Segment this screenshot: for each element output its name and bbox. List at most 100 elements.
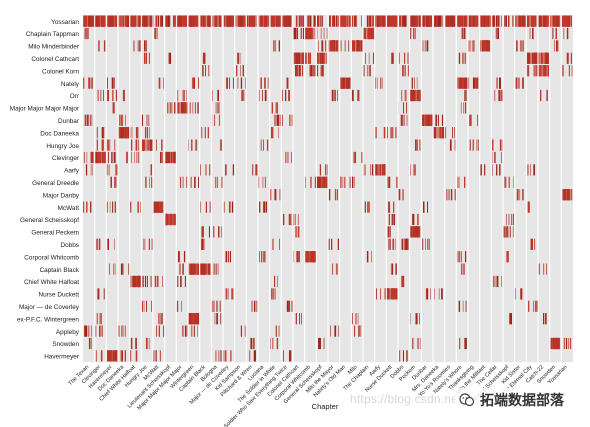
occurrence-mark xyxy=(495,27,500,40)
occurrence-mark xyxy=(469,139,479,151)
occurrence-mark xyxy=(180,176,188,188)
occurrence-mark xyxy=(415,139,421,151)
occurrence-mark xyxy=(182,325,188,337)
occurrence-mark xyxy=(177,275,186,288)
occurrence-mark xyxy=(130,139,139,151)
occurrence-mark xyxy=(412,213,419,226)
occurrence-mark xyxy=(188,263,200,275)
occurrence-mark xyxy=(331,89,338,102)
occurrence-mark xyxy=(141,139,154,151)
occurrence-mark xyxy=(491,151,502,164)
occurrence-mark xyxy=(283,213,292,226)
y-tick-label: General Dreedle xyxy=(32,180,79,187)
occurrence-mark xyxy=(445,127,455,139)
occurrence-mark xyxy=(339,77,351,89)
occurrence-mark xyxy=(401,89,407,102)
occurrence-mark xyxy=(84,114,93,126)
occurrence-mark xyxy=(281,114,293,126)
occurrence-mark xyxy=(129,350,138,362)
occurrence-mark xyxy=(106,139,116,151)
occurrence-mark xyxy=(273,40,280,52)
occurrence-mark xyxy=(259,251,266,263)
occurrence-mark xyxy=(339,15,352,27)
occurrence-mark xyxy=(191,77,200,89)
occurrence-mark xyxy=(412,337,421,350)
occurrence-mark xyxy=(514,15,527,27)
occurrence-mark xyxy=(316,176,328,188)
occurrence-mark xyxy=(480,164,486,176)
occurrence-mark xyxy=(225,164,235,176)
occurrence-mark xyxy=(202,52,206,64)
occurrence-mark xyxy=(109,263,116,275)
occurrence-mark xyxy=(200,164,211,176)
occurrence-mark xyxy=(293,213,299,226)
occurrence-mark xyxy=(390,263,397,275)
occurrence-mark xyxy=(543,313,547,325)
occurrence-mark xyxy=(106,201,116,213)
occurrence-mark xyxy=(328,238,340,250)
occurrence-mark xyxy=(526,15,537,27)
occurrence-mark xyxy=(538,263,548,275)
occurrence-mark xyxy=(153,350,161,362)
occurrence-mark xyxy=(270,189,281,201)
occurrence-mark xyxy=(460,102,467,114)
occurrence-mark xyxy=(164,213,177,226)
occurrence-mark xyxy=(201,226,210,238)
occurrence-mark xyxy=(351,89,360,102)
occurrence-mark xyxy=(130,337,137,350)
occurrence-mark xyxy=(213,263,219,275)
occurrence-mark xyxy=(119,114,126,126)
occurrence-mark xyxy=(271,102,278,114)
occurrence-mark xyxy=(126,151,128,164)
occurrence-mark xyxy=(295,313,302,325)
occurrence-mark xyxy=(110,176,117,188)
occurrence-mark xyxy=(97,89,104,102)
occurrence-mark xyxy=(160,151,163,164)
occurrence-mark xyxy=(258,15,270,27)
occurrence-mark xyxy=(318,337,325,350)
occurrence-mark xyxy=(199,263,211,275)
occurrence-mark xyxy=(106,350,119,362)
occurrence-mark xyxy=(211,15,222,27)
y-tick-label: McWatt xyxy=(58,205,80,212)
occurrence-mark xyxy=(316,27,328,40)
occurrence-mark xyxy=(456,251,467,263)
occurrence-mark xyxy=(529,27,534,40)
occurrence-mark xyxy=(96,313,102,325)
occurrence-mark xyxy=(538,15,551,27)
occurrence-mark xyxy=(552,27,557,40)
occurrence-mark xyxy=(143,238,153,250)
occurrence-mark xyxy=(509,313,513,325)
y-tick-label: Major Major Major Major xyxy=(10,106,80,113)
occurrence-mark xyxy=(329,15,340,27)
occurrence-mark xyxy=(190,325,198,337)
occurrence-mark xyxy=(411,77,418,89)
occurrence-mark xyxy=(249,350,256,362)
occurrence-mark xyxy=(286,300,293,312)
occurrence-mark xyxy=(156,139,163,151)
occurrence-mark xyxy=(506,251,509,263)
occurrence-mark xyxy=(387,226,391,238)
occurrence-mark xyxy=(538,52,550,64)
occurrence-mark xyxy=(83,201,92,213)
occurrence-mark xyxy=(540,89,548,102)
occurrence-mark xyxy=(219,139,223,151)
occurrence-mark xyxy=(492,139,503,151)
occurrence-mark xyxy=(133,40,141,52)
occurrence-mark xyxy=(340,176,351,188)
occurrence-mark xyxy=(250,337,255,350)
y-tick-label: Doc Daneeka xyxy=(40,130,79,137)
occurrence-mark xyxy=(563,337,572,350)
y-tick-label: Chaplain Tappman xyxy=(26,31,80,38)
occurrence-mark xyxy=(472,77,479,89)
occurrence-mark xyxy=(366,15,375,27)
occurrence-mark xyxy=(154,275,163,288)
occurrence-mark xyxy=(388,201,395,213)
occurrence-mark xyxy=(530,238,536,250)
occurrence-mark xyxy=(391,52,394,64)
occurrence-mark xyxy=(95,325,103,337)
occurrence-mark xyxy=(145,337,151,350)
occurrence-mark xyxy=(398,52,409,64)
occurrence-mark xyxy=(142,275,152,288)
